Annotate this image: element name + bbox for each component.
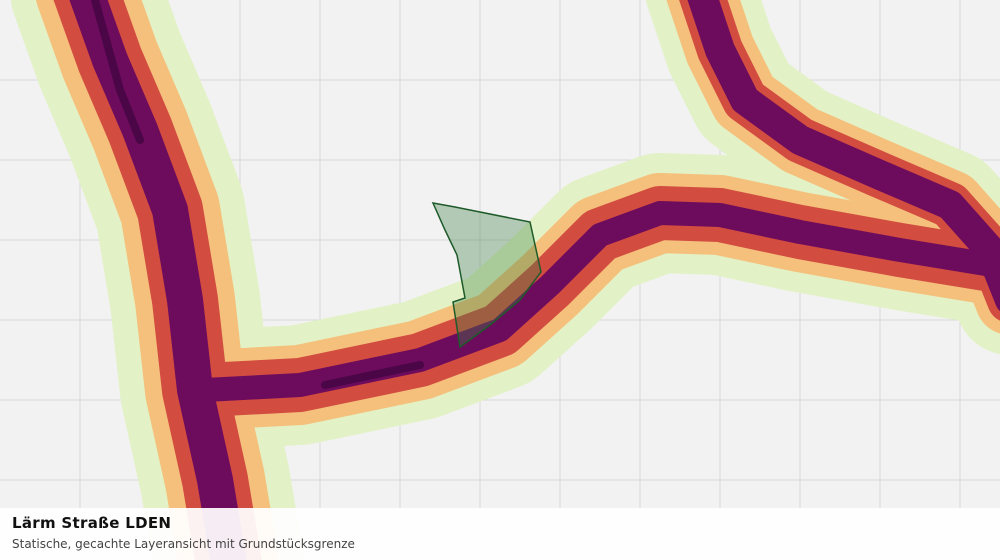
parcel-boundary <box>431 202 542 349</box>
layer-title: Lärm Straße LDEN <box>12 514 172 532</box>
noise-band-extreme <box>91 0 424 389</box>
layer-subtitle: Statische, gecachte Layeransicht mit Gru… <box>12 537 355 551</box>
info-panel: Lärm Straße LDEN Statische, gecachte Lay… <box>0 508 1000 560</box>
